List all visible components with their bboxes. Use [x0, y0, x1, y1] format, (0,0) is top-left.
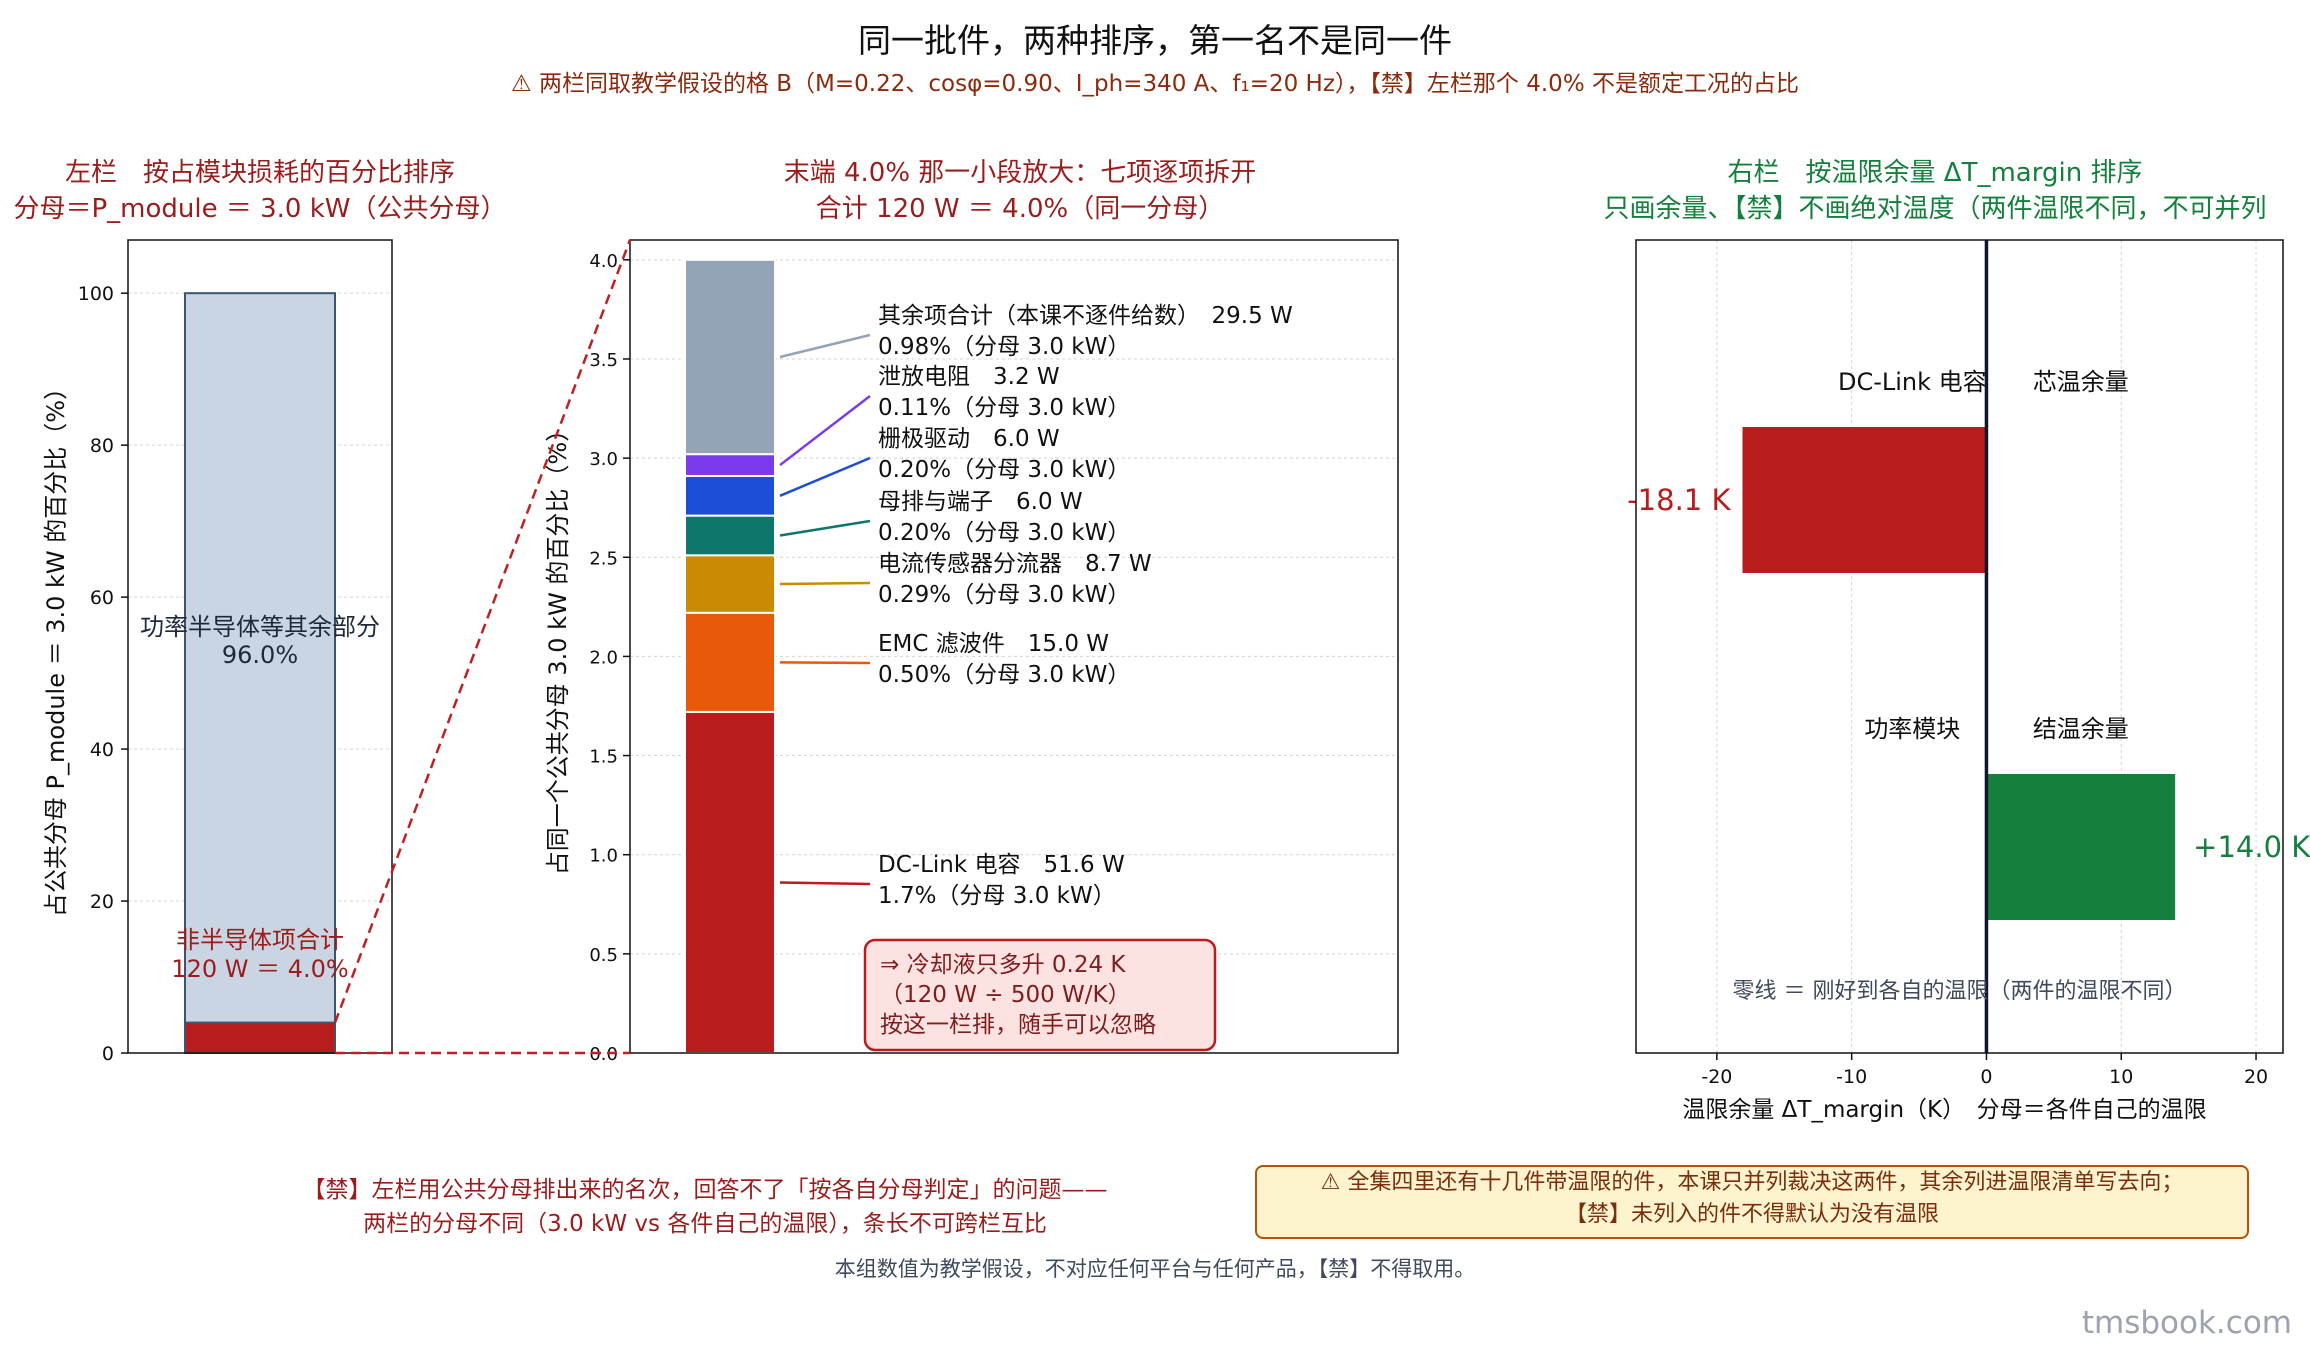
right-tick-label: -20 [1701, 1066, 1732, 1088]
middle-leader-line [779, 881, 871, 886]
middle-tick-label: 1.5 [589, 747, 618, 768]
middle-item-name: EMC 滤波件 15.0 W [878, 631, 1109, 657]
middle-item-name: 栅极驱动 6.0 W [878, 426, 1060, 452]
left-axes-frame [127, 239, 393, 1054]
middle-bar-segment-1 [684, 710, 776, 1054]
left-tick-label: 0 [102, 1043, 114, 1065]
middle-item-pct: 0.50%（分母 3.0 kW） [878, 662, 1130, 688]
middle-bar-segment-3 [684, 554, 776, 614]
middle-ylabel: 占同一个公共分母 3.0 kW 的百分比（%） [544, 418, 572, 876]
page-title: 同一批件，两种排序，第一名不是同一件 [858, 21, 1452, 60]
right-tick-label: 10 [2109, 1066, 2133, 1088]
warning-box: ⚠ 全集四里还有十几件带温限的件，本课只并列裁决这两件，其余列进温限清单写去向；… [1255, 1165, 2249, 1239]
middle-leader-line [779, 333, 871, 359]
left-ylabel: 占公共分母 P_module ＝ 3.0 kW 的百分比（%） [42, 376, 70, 917]
middle-item-pct: 0.20%（分母 3.0 kW） [878, 520, 1130, 546]
right-bar-name: 功率模块 [1864, 715, 1960, 743]
middle-item-name: 其余项合计（本课不逐件给数） 29.5 W [878, 303, 1293, 329]
right-zero-note: 零线 ＝ 刚好到各自的温限（两件的温限不同） [1733, 979, 2187, 1004]
middle-chart: 0.0 0.5 1.0 1.5 2.0 2.5 3.0 3.5 4.0 DC-Link 电容 51… [544, 239, 1399, 1065]
left-nonsemi-label: 非半导体项合计 [176, 926, 344, 954]
footer-note: 本组数值为教学假设，不对应任何平台与任何产品，【禁】不得取用。 [834, 1257, 1476, 1281]
left-tick-label: 60 [90, 587, 114, 609]
middle-bar-segment-2 [684, 611, 776, 713]
right-tick-label: 0 [1980, 1066, 1992, 1088]
right-bar-dclink [1742, 427, 1987, 573]
zoom-connector-top [333, 239, 632, 1024]
middle-leader-line [779, 456, 871, 497]
middle-item-name: 泄放电阻 3.2 W [878, 364, 1060, 390]
middle-tick-label: 3.0 [589, 449, 618, 470]
coolant-callout-box [863, 938, 1217, 1052]
left-tick-label: 40 [90, 739, 114, 761]
middle-tick-label: 4.0 [589, 251, 618, 272]
right-value-label: -18.1 K [1627, 483, 1731, 517]
middle-leader-line [779, 581, 871, 586]
warn-line1: ⚠ 全集四里还有十几件带温限的件，本课只并列裁决这两件，其余列进温限清单写去向； [1320, 1170, 2184, 1195]
middle-bar-segment-6 [684, 453, 776, 477]
middle-item-name: DC-Link 电容 51.6 W [878, 852, 1125, 878]
middle-leader-line [779, 661, 871, 665]
coolant-callout-line: 按这一栏排，随手可以忽略 [880, 1012, 1156, 1038]
middle-bar-segment-4 [684, 514, 776, 557]
warn-line2: 【禁】未列入的件不得默认为没有温限 [1564, 1202, 1939, 1227]
middle-tick-label: 3.5 [589, 350, 618, 371]
middle-tick-label: 2.5 [589, 548, 618, 569]
middle-item-pct: 0.98%（分母 3.0 kW） [878, 334, 1130, 360]
middle-item-name: 电流传感器分流器 8.7 W [878, 551, 1152, 577]
zoom-connectors [333, 239, 632, 1055]
right-title-line1: 右栏 按温限余量 ΔT_margin 排序 [1727, 158, 2143, 188]
middle-item-pct: 0.11%（分母 3.0 kW） [878, 395, 1130, 421]
middle-leader-line [779, 519, 871, 537]
left-warning-note: 【禁】左栏用公共分母排出来的名次，回答不了「按各自分母判定」的问题—— 两栏的分… [200, 1173, 1210, 1241]
left-tick-label: 80 [90, 435, 114, 457]
left-note-line2: 两栏的分母不同（3.0 kW vs 各件自己的温限），条长不可跨栏互比 [363, 1211, 1047, 1237]
middle-tick-label: 1.0 [589, 846, 618, 867]
middle-panel-title: 末端 4.0% 那一小段放大：七项逐项拆开 合计 120 W ＝ 4.0%（同一… [640, 155, 1400, 227]
right-panel-title: 右栏 按温限余量 ΔT_margin 排序 只画余量、【禁】不画绝对温度（两件温… [1560, 155, 2310, 227]
page-subtitle: ⚠ 两栏同取教学假设的格 B（M=0.22、cosφ=0.90、I_ph=340… [511, 71, 1799, 97]
left-remainder-label: 功率半导体等其余部分 [140, 613, 380, 641]
left-note-line1: 【禁】左栏用公共分母排出来的名次，回答不了「按各自分母判定」的问题—— [302, 1177, 1108, 1203]
middle-item-name: 母排与端子 6.0 W [878, 489, 1083, 515]
right-value-label: +14.0 K [2193, 830, 2310, 864]
left-title-line1: 左栏 按占模块损耗的百分比排序 [64, 158, 455, 188]
right-axes-frame [1635, 239, 2284, 1054]
right-tick-label: -10 [1836, 1066, 1867, 1088]
middle-title-line1: 末端 4.0% 那一小段放大：七项逐项拆开 [783, 158, 1257, 188]
left-remainder-pct: 96.0% [222, 641, 298, 669]
middle-tick-label: 0.0 [589, 1044, 618, 1065]
right-title-line2: 只画余量、【禁】不画绝对温度（两件温限不同，不可并列 [1603, 194, 2267, 224]
middle-item-pct: 0.29%（分母 3.0 kW） [878, 582, 1130, 608]
middle-tick-label: 0.5 [589, 945, 618, 966]
watermark: tmsbook.com [2081, 1305, 2292, 1341]
left-tick-label: 100 [78, 283, 114, 305]
middle-bar-segment-5 [684, 474, 776, 517]
middle-title-line2: 合计 120 W ＝ 4.0%（同一分母） [815, 194, 1225, 224]
left-title-line2: 分母＝P_module ＝ 3.0 kW（公共分母） [13, 194, 507, 224]
left-bar-nonsemiconductor [184, 1021, 336, 1055]
middle-tick-label: 2.0 [589, 647, 618, 668]
right-bar-module [1986, 774, 2176, 920]
right-chart: -20 -10 0 10 20 DC-Link 电容 芯温余量 -18.1 K 功率模块 结温余量… [1627, 239, 2310, 1123]
coolant-callout-line: （120 W ÷ 500 W/K） [880, 982, 1131, 1008]
left-nonsemi-pct: 120 W ＝ 4.0% [171, 955, 348, 983]
middle-leader-line [779, 395, 871, 467]
right-xlabel: 温限余量 ΔT_margin（K） 分母＝各件自己的温限 [1682, 1097, 2206, 1123]
right-tick-label: 20 [2244, 1066, 2268, 1088]
left-tick-label: 20 [90, 891, 114, 913]
left-bar-remainder [184, 292, 336, 1024]
middle-axes-frame [629, 239, 1399, 1054]
right-bar-metric: 结温余量 [2033, 715, 2129, 743]
right-bar-metric: 芯温余量 [2033, 368, 2129, 396]
left-panel-title: 左栏 按占模块损耗的百分比排序 分母＝P_module ＝ 3.0 kW（公共分… [0, 155, 520, 227]
coolant-callout-line: ⇒ 冷却液只多升 0.24 K [880, 952, 1126, 978]
right-bar-name: DC-Link 电容 [1838, 368, 1987, 396]
middle-item-pct: 1.7%（分母 3.0 kW） [878, 883, 1116, 909]
middle-item-pct: 0.20%（分母 3.0 kW） [878, 457, 1130, 483]
middle-bar-segment-7 [684, 258, 776, 456]
